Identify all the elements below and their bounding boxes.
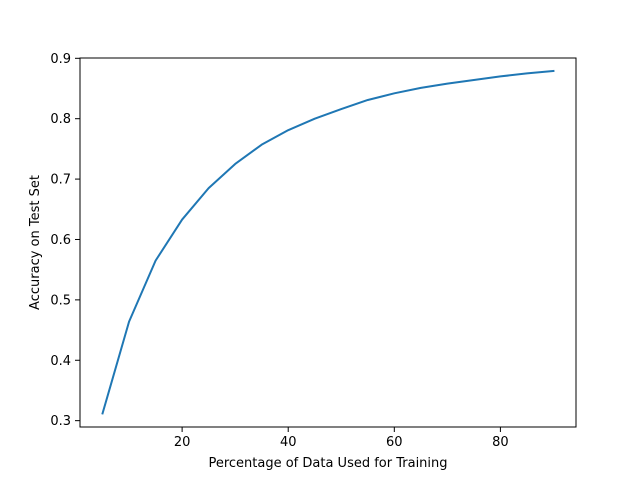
y-tick-label: 0.5 bbox=[50, 293, 71, 308]
y-tick-label: 0.7 bbox=[50, 173, 71, 188]
series-line bbox=[101, 69, 555, 415]
y-tick-label: 0.8 bbox=[50, 112, 71, 127]
y-axis-label: Accuracy on Test Set bbox=[28, 175, 43, 310]
x-tick-label: 60 bbox=[386, 435, 403, 450]
x-tick-label: 20 bbox=[174, 435, 191, 450]
y-tick-label: 0.9 bbox=[50, 52, 71, 67]
axis-ticks: 20 40 60 80 0.3 0.4 0.5 0.6 0.7 0.8 0.9 bbox=[50, 52, 508, 450]
x-axis-label: Percentage of Data Used for Training bbox=[208, 456, 447, 471]
x-tick-label: 80 bbox=[492, 435, 509, 450]
plot-area bbox=[79, 57, 577, 428]
y-tick-label: 0.6 bbox=[50, 233, 71, 248]
y-tick-label: 0.4 bbox=[50, 354, 71, 369]
x-tick-label: 40 bbox=[280, 435, 297, 450]
axes-frame bbox=[79, 57, 577, 428]
y-tick-label: 0.3 bbox=[50, 414, 71, 429]
